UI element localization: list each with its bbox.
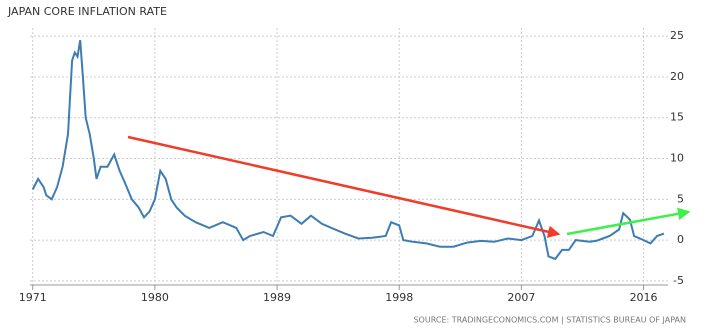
x-tick-label: 2016 (630, 291, 658, 304)
y-tick-label: 20 (670, 70, 684, 83)
x-tick-label: 1980 (141, 291, 169, 304)
y-tick-label: 25 (670, 29, 684, 42)
y-tick-label: -5 (673, 274, 684, 287)
x-tick-label: 2007 (507, 291, 535, 304)
y-tick-label: 5 (677, 192, 684, 205)
y-tick-label: 10 (670, 152, 684, 165)
y-tick-label: 15 (670, 111, 684, 124)
trend-arrow (566, 207, 691, 236)
x-tick-label: 1971 (19, 291, 47, 304)
line (31, 40, 665, 261)
x-tick-label: 1998 (385, 291, 413, 304)
source: SOURCE: TRADINGECONOMICS.COM | STATISTIC… (413, 316, 686, 325)
y-tick-label: 0 (677, 233, 684, 246)
chart-title: JAPAN CORE INFLATION RATE (7, 5, 167, 18)
plot: -5 0 5 10 15 20 25 1971 1980 1989 1998 2007 2016 (19, 28, 684, 304)
x-tick-label: 1989 (263, 291, 291, 304)
trend-arrow (127, 135, 561, 238)
